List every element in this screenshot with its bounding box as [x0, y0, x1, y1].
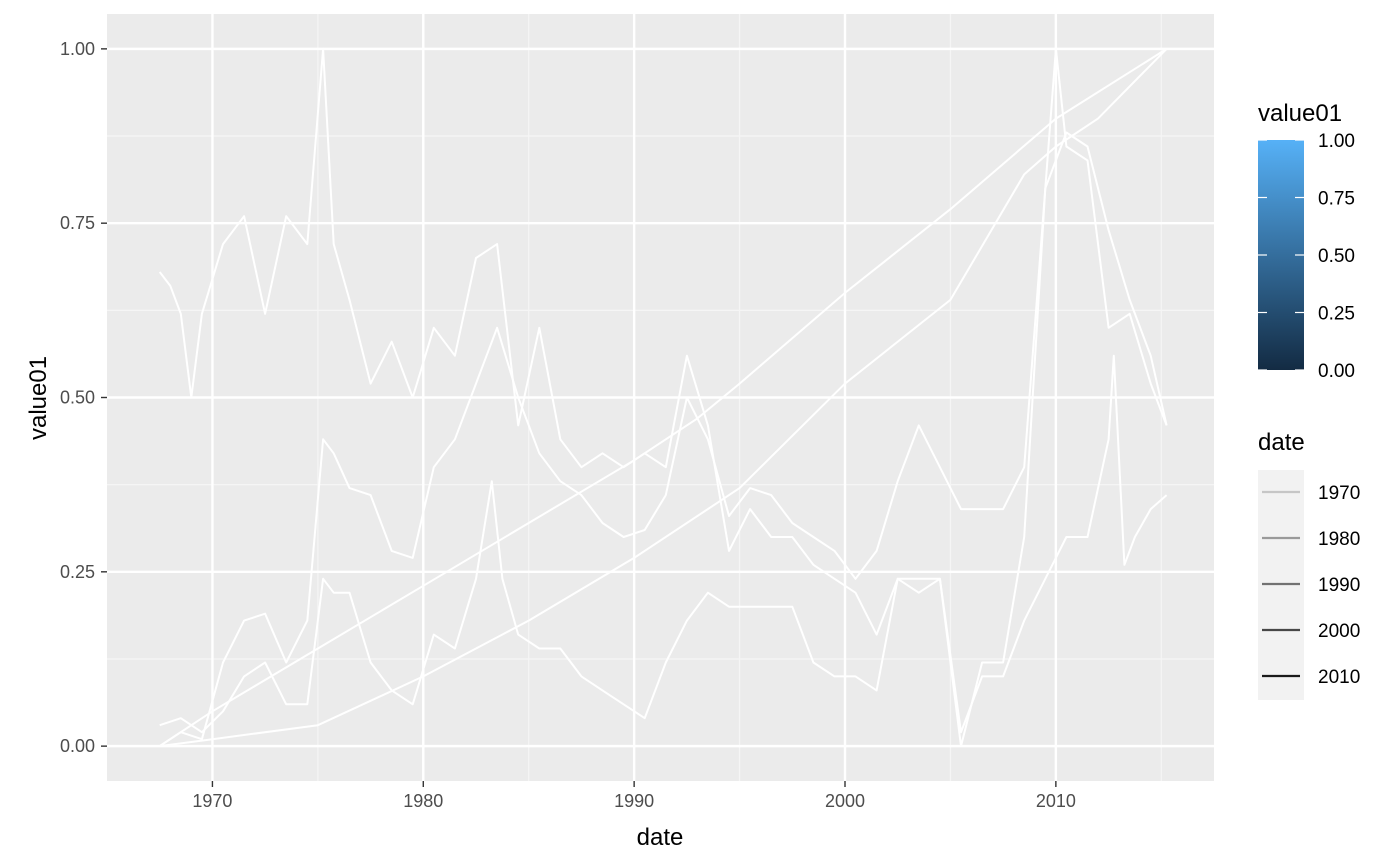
y-tick-label: 0.00: [60, 736, 95, 756]
date-legend-label: 2000: [1318, 621, 1360, 642]
colorbar-label: 0.00: [1318, 361, 1355, 382]
date-legend-label: 2010: [1318, 667, 1360, 688]
date-legend-title: date: [1258, 429, 1305, 456]
date-legend-label: 1980: [1318, 529, 1360, 550]
colorbar-label: 0.75: [1318, 189, 1355, 210]
series-line-2: [159, 131, 1168, 747]
series-line-4: [159, 48, 1168, 747]
date-legend-label: 1970: [1318, 483, 1360, 504]
y-tick-label: 0.75: [60, 213, 95, 233]
x-tick-label: 2010: [1036, 791, 1076, 811]
series-line-5: [159, 48, 1168, 748]
colorbar-label: 0.25: [1318, 304, 1355, 325]
y-tick-label: 1.00: [60, 39, 95, 59]
colorbar-legend-title: value01: [1258, 100, 1342, 127]
colorbar-label: 1.00: [1318, 131, 1355, 152]
y-tick-label: 0.25: [60, 562, 95, 582]
x-axis-title: date: [637, 824, 684, 851]
x-tick-label: 1970: [192, 791, 232, 811]
date-legend: date 1970 1980 1990 2000 2010: [1258, 429, 1360, 700]
y-tick-label: 0.50: [60, 388, 95, 408]
x-tick-label: 1990: [614, 791, 654, 811]
colorbar-legend: value01 1.00 0.75 0.50 0.25 0.00: [1258, 100, 1355, 382]
series-line-3: [159, 354, 1168, 734]
x-tick-label: 1980: [403, 791, 443, 811]
colorbar-label: 0.50: [1318, 246, 1355, 267]
y-axis-title: value01: [25, 356, 52, 440]
x-tick-label: 2000: [825, 791, 865, 811]
date-legend-label: 1990: [1318, 575, 1360, 596]
